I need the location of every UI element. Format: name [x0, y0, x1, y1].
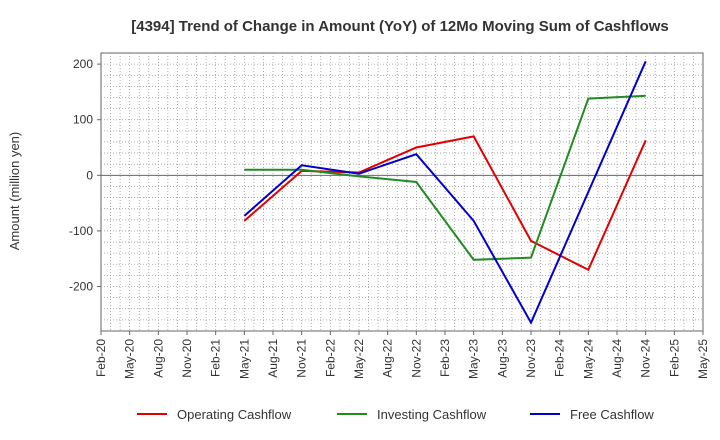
legend-label-investing-cashflow: Investing Cashflow — [377, 407, 487, 422]
x-tick-label: Nov-22 — [409, 339, 423, 378]
x-tick-label: Nov-24 — [639, 339, 653, 378]
x-tick-label: Aug-23 — [495, 339, 509, 378]
chart-title: [4394] Trend of Change in Amount (YoY) o… — [131, 18, 669, 35]
legend-label-operating-cashflow: Operating Cashflow — [177, 407, 292, 422]
x-tick-label: May-21 — [237, 339, 251, 379]
x-tick-label: May-23 — [467, 339, 481, 379]
plot-area: 200 100 0 -100 -200 Feb-20 May-20 Aug-20 Nov-20 F… — [69, 52, 710, 379]
x-tick-label: Feb-20 — [94, 339, 108, 377]
x-tick-label: Feb-25 — [667, 339, 681, 377]
legend: Operating Cashflow Investing Cashflow Free… — [137, 407, 654, 422]
x-tick-label: Feb-22 — [323, 339, 337, 377]
series-line-free-cashflow — [243, 60, 647, 325]
series-line-investing-cashflow — [244, 94, 646, 261]
x-tick-label: May-24 — [581, 339, 595, 379]
y-axis-label: Amount (million yen) — [7, 132, 22, 251]
legend-label-free-cashflow: Free Cashflow — [570, 407, 654, 422]
x-tick-label: Feb-24 — [553, 339, 567, 377]
y-tick-label: -200 — [69, 280, 93, 294]
x-tick-label: May-22 — [352, 339, 366, 379]
x-tick-label: Nov-21 — [295, 339, 309, 378]
x-tick-label: May-20 — [123, 339, 137, 379]
x-tick-label: Aug-21 — [266, 339, 280, 378]
y-tick-label: 0 — [86, 168, 93, 182]
y-tick-label: 100 — [73, 113, 93, 127]
y-tick-label: -100 — [69, 224, 93, 238]
x-tick-label: Feb-23 — [438, 339, 452, 377]
plot-frame — [100, 52, 704, 332]
x-tick-label: Aug-20 — [151, 339, 165, 378]
x-tick-label: Aug-22 — [381, 339, 395, 378]
x-tick-label: Feb-21 — [209, 339, 223, 377]
y-tick-label: 200 — [73, 57, 93, 71]
x-tick-label: Nov-20 — [180, 339, 194, 378]
x-tick-label: May-25 — [696, 339, 710, 379]
x-tick-label: Aug-24 — [610, 339, 624, 378]
x-tick-label: Nov-23 — [524, 339, 538, 378]
